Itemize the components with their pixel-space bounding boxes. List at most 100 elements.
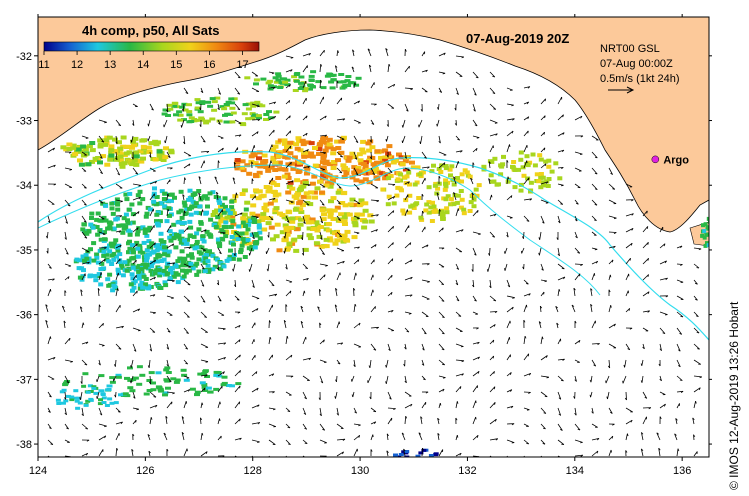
current-arrow bbox=[489, 119, 498, 124]
sst-cell bbox=[287, 140, 294, 145]
current-arrow bbox=[642, 343, 645, 349]
current-arrow bbox=[183, 295, 191, 302]
sst-cell bbox=[114, 254, 119, 259]
current-arrowhead bbox=[320, 237, 323, 240]
current-arrowhead bbox=[289, 290, 292, 294]
current-arrowhead bbox=[577, 252, 580, 254]
sst-cell bbox=[271, 198, 278, 203]
sst-cell bbox=[162, 391, 169, 395]
current-arrowhead bbox=[308, 357, 311, 361]
current-arrowhead bbox=[82, 322, 85, 326]
sst-cell bbox=[205, 100, 212, 104]
sst-cell bbox=[296, 201, 303, 206]
current-arrowhead bbox=[541, 336, 544, 340]
current-arrow bbox=[149, 294, 156, 297]
current-arrow bbox=[217, 357, 226, 361]
current-arrow bbox=[234, 147, 239, 153]
current-arrowhead bbox=[594, 172, 598, 175]
current-arrow bbox=[574, 199, 579, 205]
current-arrow bbox=[183, 151, 191, 157]
current-arrow bbox=[132, 103, 138, 107]
sst-cell bbox=[400, 208, 406, 213]
current-arrow bbox=[319, 199, 325, 206]
sst-cell bbox=[224, 215, 231, 220]
current-arrow bbox=[608, 323, 616, 329]
sst-cell bbox=[474, 193, 480, 198]
current-arrowhead bbox=[185, 92, 189, 94]
current-arrow bbox=[336, 183, 342, 189]
sst-cell bbox=[229, 120, 236, 124]
current-arrowhead bbox=[198, 192, 201, 196]
current-arrow bbox=[319, 151, 326, 154]
sst-cell bbox=[344, 229, 351, 234]
sst-cell bbox=[132, 136, 139, 141]
sst-cell bbox=[164, 219, 170, 224]
sst-cell bbox=[117, 154, 124, 159]
current-arrowhead bbox=[323, 339, 325, 343]
current-arrow bbox=[438, 52, 446, 57]
current-arrowhead bbox=[493, 108, 496, 110]
current-arrow bbox=[557, 358, 565, 361]
current-arrow bbox=[336, 199, 341, 205]
sst-cell bbox=[179, 220, 185, 225]
sst-cell bbox=[187, 219, 193, 224]
current-arrowhead bbox=[491, 194, 493, 198]
current-arrow bbox=[98, 323, 104, 329]
current-arrow bbox=[404, 209, 408, 217]
current-arrow bbox=[166, 208, 169, 217]
current-arrowhead bbox=[149, 155, 152, 158]
current-arrow bbox=[96, 391, 100, 399]
sst-cell bbox=[127, 366, 133, 370]
current-arrow bbox=[353, 215, 360, 219]
current-arrowhead bbox=[658, 363, 661, 367]
sst-cell bbox=[461, 207, 467, 212]
current-arrow bbox=[268, 197, 276, 201]
sst-cell bbox=[225, 208, 231, 213]
sst-cell bbox=[366, 180, 373, 185]
sst-cell bbox=[307, 202, 314, 207]
current-arrowhead bbox=[202, 209, 204, 213]
current-arrow bbox=[438, 71, 446, 74]
current-arrowhead bbox=[392, 226, 394, 229]
current-arrow bbox=[386, 450, 389, 457]
current-arrowhead bbox=[358, 322, 361, 326]
current-arrow bbox=[387, 407, 396, 409]
current-arrowhead bbox=[52, 147, 55, 151]
sst-cell bbox=[298, 217, 304, 222]
sst-cell bbox=[259, 218, 266, 222]
sst-cell bbox=[313, 241, 320, 246]
current-arrow bbox=[455, 135, 460, 141]
current-arrow bbox=[489, 324, 496, 329]
sst-cell bbox=[194, 106, 201, 110]
current-arrowhead bbox=[118, 124, 121, 127]
sst-cell bbox=[294, 72, 301, 75]
current-arrow bbox=[251, 422, 260, 425]
sst-cell bbox=[255, 219, 262, 224]
current-arrowhead bbox=[410, 276, 413, 280]
current-arrowhead bbox=[183, 141, 186, 145]
current-arrow bbox=[539, 306, 542, 313]
sst-cell bbox=[320, 86, 327, 90]
current-arrow bbox=[132, 274, 137, 281]
current-arrowhead bbox=[404, 380, 407, 384]
sst-cell bbox=[525, 176, 531, 181]
current-arrow bbox=[557, 276, 566, 281]
current-arrowhead bbox=[335, 65, 338, 68]
sst-cell bbox=[413, 202, 419, 207]
current-arrow bbox=[251, 87, 260, 92]
current-arrow bbox=[200, 247, 206, 251]
current-arrowhead bbox=[391, 310, 394, 313]
sst-cell bbox=[135, 254, 141, 259]
sst-cell bbox=[234, 158, 241, 162]
current-arrowhead bbox=[323, 152, 327, 155]
current-arrow bbox=[149, 242, 156, 249]
sst-cell bbox=[136, 269, 142, 274]
sst-cell bbox=[136, 226, 142, 231]
sst-cell bbox=[378, 155, 384, 160]
current-arrow bbox=[523, 145, 528, 153]
current-arrow bbox=[418, 432, 423, 441]
sst-cell bbox=[123, 151, 130, 156]
current-arrow bbox=[591, 199, 598, 206]
sst-cell bbox=[349, 175, 356, 180]
current-arrow bbox=[521, 247, 525, 254]
